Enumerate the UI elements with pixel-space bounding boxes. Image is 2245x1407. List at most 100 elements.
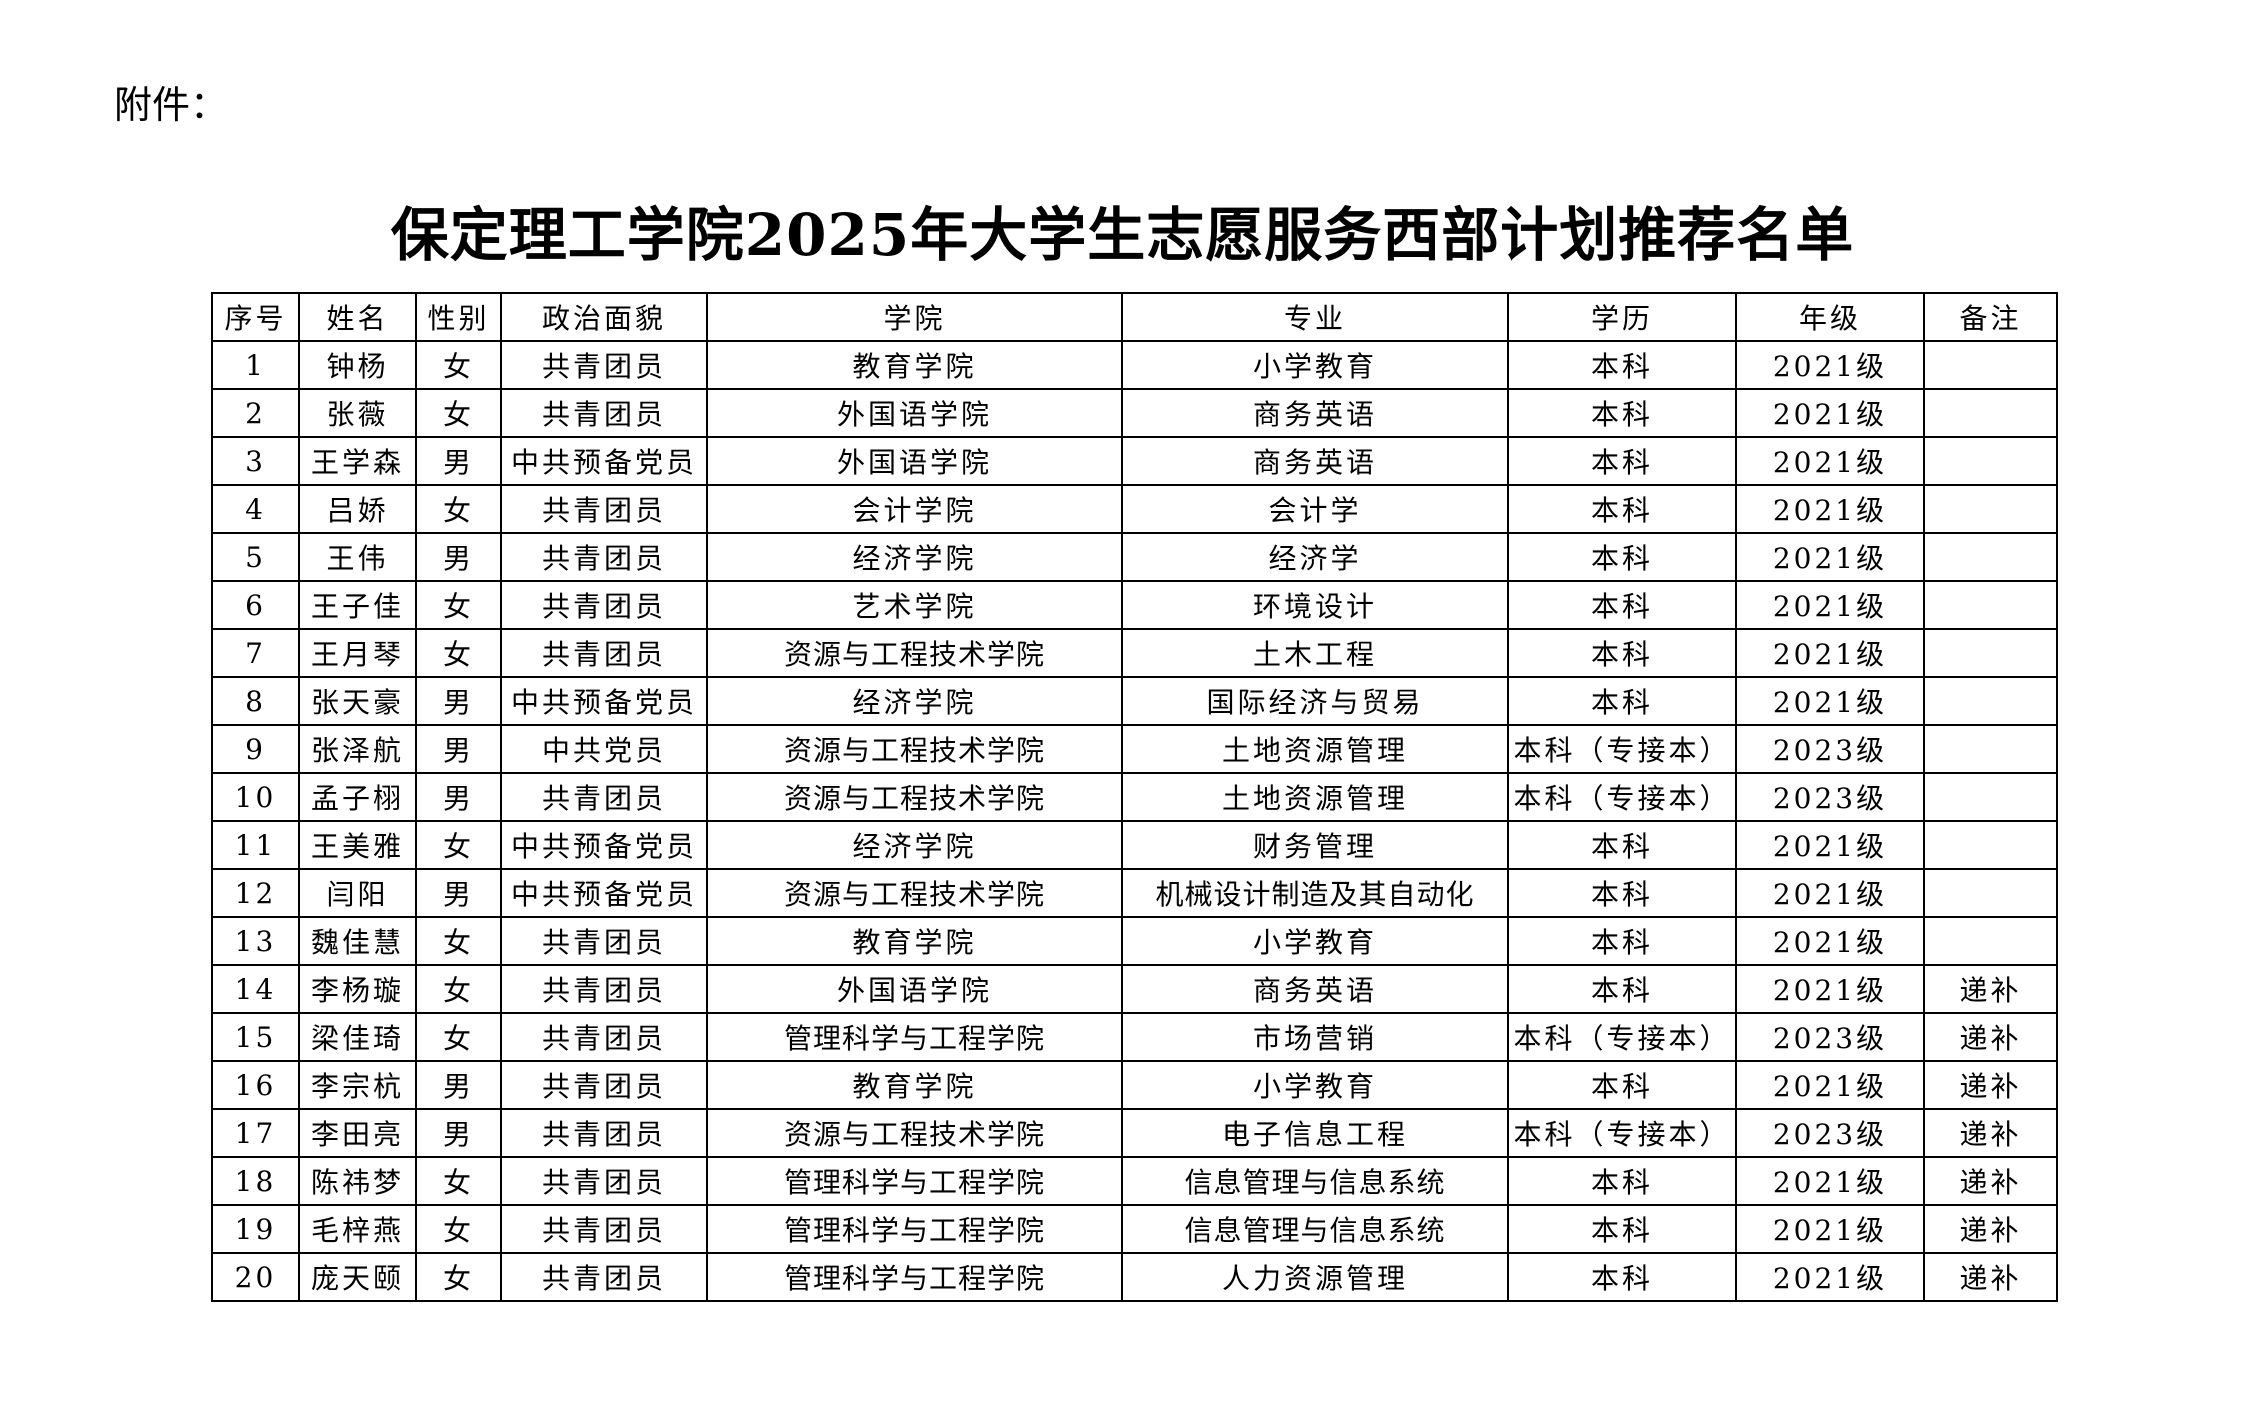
cell-degree: 本科（专接本） <box>1507 1108 1737 1158</box>
table-row: 18 陈祎梦女共青团员 管理科学与工程学院 信息管理与信息系统 本科 2021级 递补 <box>211 1156 2058 1206</box>
cell-major: 环境设计 <box>1121 580 1509 630</box>
cell-political-status: 共青团员 <box>500 1060 708 1110</box>
cell-degree: 本科 <box>1507 580 1737 630</box>
cell-gender: 男 <box>415 772 502 822</box>
table-row: 9 张泽航男中共党员 资源与工程技术学院 土地资源管理 本科（专接本） 2023级 <box>211 724 2058 774</box>
cell-degree: 本科 <box>1507 1204 1737 1254</box>
cell-political-status: 中共预备党员 <box>500 436 708 486</box>
cell-college: 教育学院 <box>706 1060 1123 1110</box>
cell-political-status: 共青团员 <box>500 1108 708 1158</box>
cell-name: 张薇 <box>298 388 417 438</box>
cell-political-status: 共青团员 <box>500 532 708 582</box>
cell-name: 王学森 <box>298 436 417 486</box>
cell-college: 会计学院 <box>706 484 1123 534</box>
cell-remark: 递补 <box>1923 1156 2058 1206</box>
cell-college: 经济学院 <box>706 532 1123 582</box>
cell-political-status: 共青团员 <box>500 484 708 534</box>
cell-political-status: 共青团员 <box>500 580 708 630</box>
table-row: 3 王学森男中共预备党员 外国语学院 商务英语 本科 2021级 <box>211 436 2058 486</box>
cell-major: 会计学 <box>1121 484 1509 534</box>
cell-degree: 本科 <box>1507 532 1737 582</box>
cell-degree: 本科 <box>1507 964 1737 1014</box>
cell-major: 商务英语 <box>1121 964 1509 1014</box>
table-row: 7 王月琴女共青团员 资源与工程技术学院 土木工程 本科 2021级 <box>211 628 2058 678</box>
cell-college: 艺术学院 <box>706 580 1123 630</box>
recommendation-table: 序号 姓名 性别 政治面貌 学院 专业 学历 年级 备注 1 钟杨女共青团员 教育学院 小学教育 本科 2… <box>211 292 2058 1302</box>
cell-grade: 2021级 <box>1735 676 1925 726</box>
cell-degree: 本科 <box>1507 1060 1737 1110</box>
document-title: 保定理工学院2025年大学生志愿服务西部计划推荐名单 <box>390 201 1855 269</box>
header-grade: 年级 <box>1735 292 1925 342</box>
table-row: 6 王子佳女共青团员 艺术学院 环境设计 本科 2021级 <box>211 580 2058 630</box>
cell-index: 7 <box>211 628 300 678</box>
cell-index: 5 <box>211 532 300 582</box>
cell-political-status: 共青团员 <box>500 964 708 1014</box>
cell-index: 12 <box>211 868 300 918</box>
cell-gender: 男 <box>415 868 502 918</box>
cell-degree: 本科 <box>1507 484 1737 534</box>
cell-gender: 男 <box>415 676 502 726</box>
cell-political-status: 共青团员 <box>500 1012 708 1062</box>
cell-gender: 女 <box>415 916 502 966</box>
cell-name: 王美雅 <box>298 820 417 870</box>
cell-gender: 男 <box>415 1060 502 1110</box>
cell-gender: 女 <box>415 820 502 870</box>
cell-political-status: 中共预备党员 <box>500 868 708 918</box>
cell-name: 孟子栩 <box>298 772 417 822</box>
cell-name: 张泽航 <box>298 724 417 774</box>
header-political-status: 政治面貌 <box>500 292 708 342</box>
cell-remark <box>1923 532 2058 582</box>
cell-grade: 2021级 <box>1735 340 1925 390</box>
cell-grade: 2021级 <box>1735 484 1925 534</box>
cell-name: 王子佳 <box>298 580 417 630</box>
cell-major: 土木工程 <box>1121 628 1509 678</box>
cell-major: 小学教育 <box>1121 916 1509 966</box>
cell-index: 17 <box>211 1108 300 1158</box>
cell-gender: 男 <box>415 1108 502 1158</box>
table-row: 4 吕娇女共青团员 会计学院 会计学 本科 2021级 <box>211 484 2058 534</box>
cell-major: 土地资源管理 <box>1121 724 1509 774</box>
header-degree: 学历 <box>1507 292 1737 342</box>
cell-college: 教育学院 <box>706 340 1123 390</box>
cell-major: 商务英语 <box>1121 436 1509 486</box>
cell-grade: 2021级 <box>1735 1204 1925 1254</box>
cell-gender: 女 <box>415 1204 502 1254</box>
table-row: 11 王美雅女中共预备党员 经济学院 财务管理 本科 2021级 <box>211 820 2058 870</box>
table-row: 14 李杨璇女共青团员 外国语学院 商务英语 本科 2021级 递补 <box>211 964 2058 1014</box>
table-row: 16 李宗杭男共青团员 教育学院 小学教育 本科 2021级 递补 <box>211 1060 2058 1110</box>
cell-grade: 2021级 <box>1735 1060 1925 1110</box>
cell-college: 外国语学院 <box>706 964 1123 1014</box>
cell-political-status: 共青团员 <box>500 1204 708 1254</box>
cell-gender: 女 <box>415 1012 502 1062</box>
cell-college: 经济学院 <box>706 820 1123 870</box>
table-row: 20 庞天颐女共青团员 管理科学与工程学院 人力资源管理 本科 2021级 递补 <box>211 1252 2058 1302</box>
cell-name: 魏佳慧 <box>298 916 417 966</box>
cell-college: 资源与工程技术学院 <box>706 628 1123 678</box>
cell-name: 王月琴 <box>298 628 417 678</box>
cell-major: 小学教育 <box>1121 1060 1509 1110</box>
cell-degree: 本科 <box>1507 628 1737 678</box>
cell-remark: 递补 <box>1923 964 2058 1014</box>
cell-name: 庞天颐 <box>298 1252 417 1302</box>
cell-index: 8 <box>211 676 300 726</box>
cell-remark <box>1923 484 2058 534</box>
cell-major: 市场营销 <box>1121 1012 1509 1062</box>
cell-college: 外国语学院 <box>706 436 1123 486</box>
cell-degree: 本科 <box>1507 1252 1737 1302</box>
cell-index: 15 <box>211 1012 300 1062</box>
header-gender: 性别 <box>415 292 502 342</box>
cell-gender: 女 <box>415 1156 502 1206</box>
cell-gender: 女 <box>415 340 502 390</box>
cell-college: 管理科学与工程学院 <box>706 1204 1123 1254</box>
cell-major: 商务英语 <box>1121 388 1509 438</box>
cell-gender: 男 <box>415 436 502 486</box>
cell-grade: 2023级 <box>1735 1108 1925 1158</box>
cell-name: 钟杨 <box>298 340 417 390</box>
cell-remark <box>1923 340 2058 390</box>
cell-degree: 本科 <box>1507 676 1737 726</box>
cell-remark: 递补 <box>1923 1108 2058 1158</box>
cell-remark: 递补 <box>1923 1204 2058 1254</box>
cell-grade: 2023级 <box>1735 1012 1925 1062</box>
cell-grade: 2021级 <box>1735 532 1925 582</box>
cell-grade: 2021级 <box>1735 628 1925 678</box>
